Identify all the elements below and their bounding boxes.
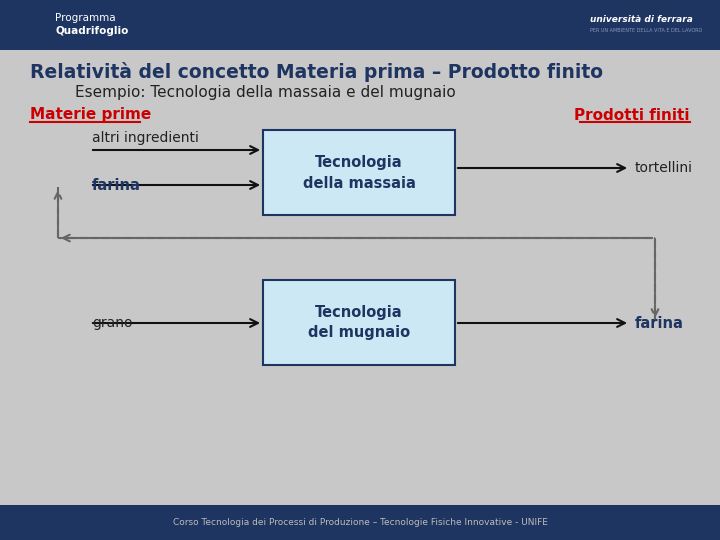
- FancyBboxPatch shape: [263, 280, 455, 365]
- FancyBboxPatch shape: [263, 130, 455, 215]
- Bar: [0, 505, 720, 540]
- Text: Esempio: Tecnologia della massaia e del mugnaio: Esempio: Tecnologia della massaia e del …: [75, 84, 456, 99]
- Text: farina: farina: [635, 315, 684, 330]
- Text: Quadrifoglio: Quadrifoglio: [55, 26, 128, 36]
- Text: Materie prime: Materie prime: [30, 107, 151, 123]
- Text: Tecnologia
della massaia: Tecnologia della massaia: [302, 154, 415, 191]
- Text: Relatività del concetto Materia prima – Prodotto finito: Relatività del concetto Materia prima – …: [30, 62, 603, 82]
- Text: Prodotti finiti: Prodotti finiti: [575, 107, 690, 123]
- Text: università di ferrara: università di ferrara: [590, 16, 693, 24]
- Text: tortellini: tortellini: [635, 161, 693, 175]
- Text: PER UN AMBIENTE DELLA VITA E DEL LAVORO: PER UN AMBIENTE DELLA VITA E DEL LAVORO: [590, 28, 702, 32]
- Text: grano: grano: [92, 316, 132, 330]
- Text: altri ingredienti: altri ingredienti: [92, 131, 199, 145]
- Text: farina: farina: [92, 178, 141, 192]
- Text: Corso Tecnologia dei Processi di Produzione – Tecnologie Fisiche Innovative - UN: Corso Tecnologia dei Processi di Produzi…: [173, 518, 547, 527]
- Bar: [0, 0, 720, 50]
- Text: Tecnologia
del mugnaio: Tecnologia del mugnaio: [308, 305, 410, 341]
- Text: Programma: Programma: [55, 13, 116, 23]
